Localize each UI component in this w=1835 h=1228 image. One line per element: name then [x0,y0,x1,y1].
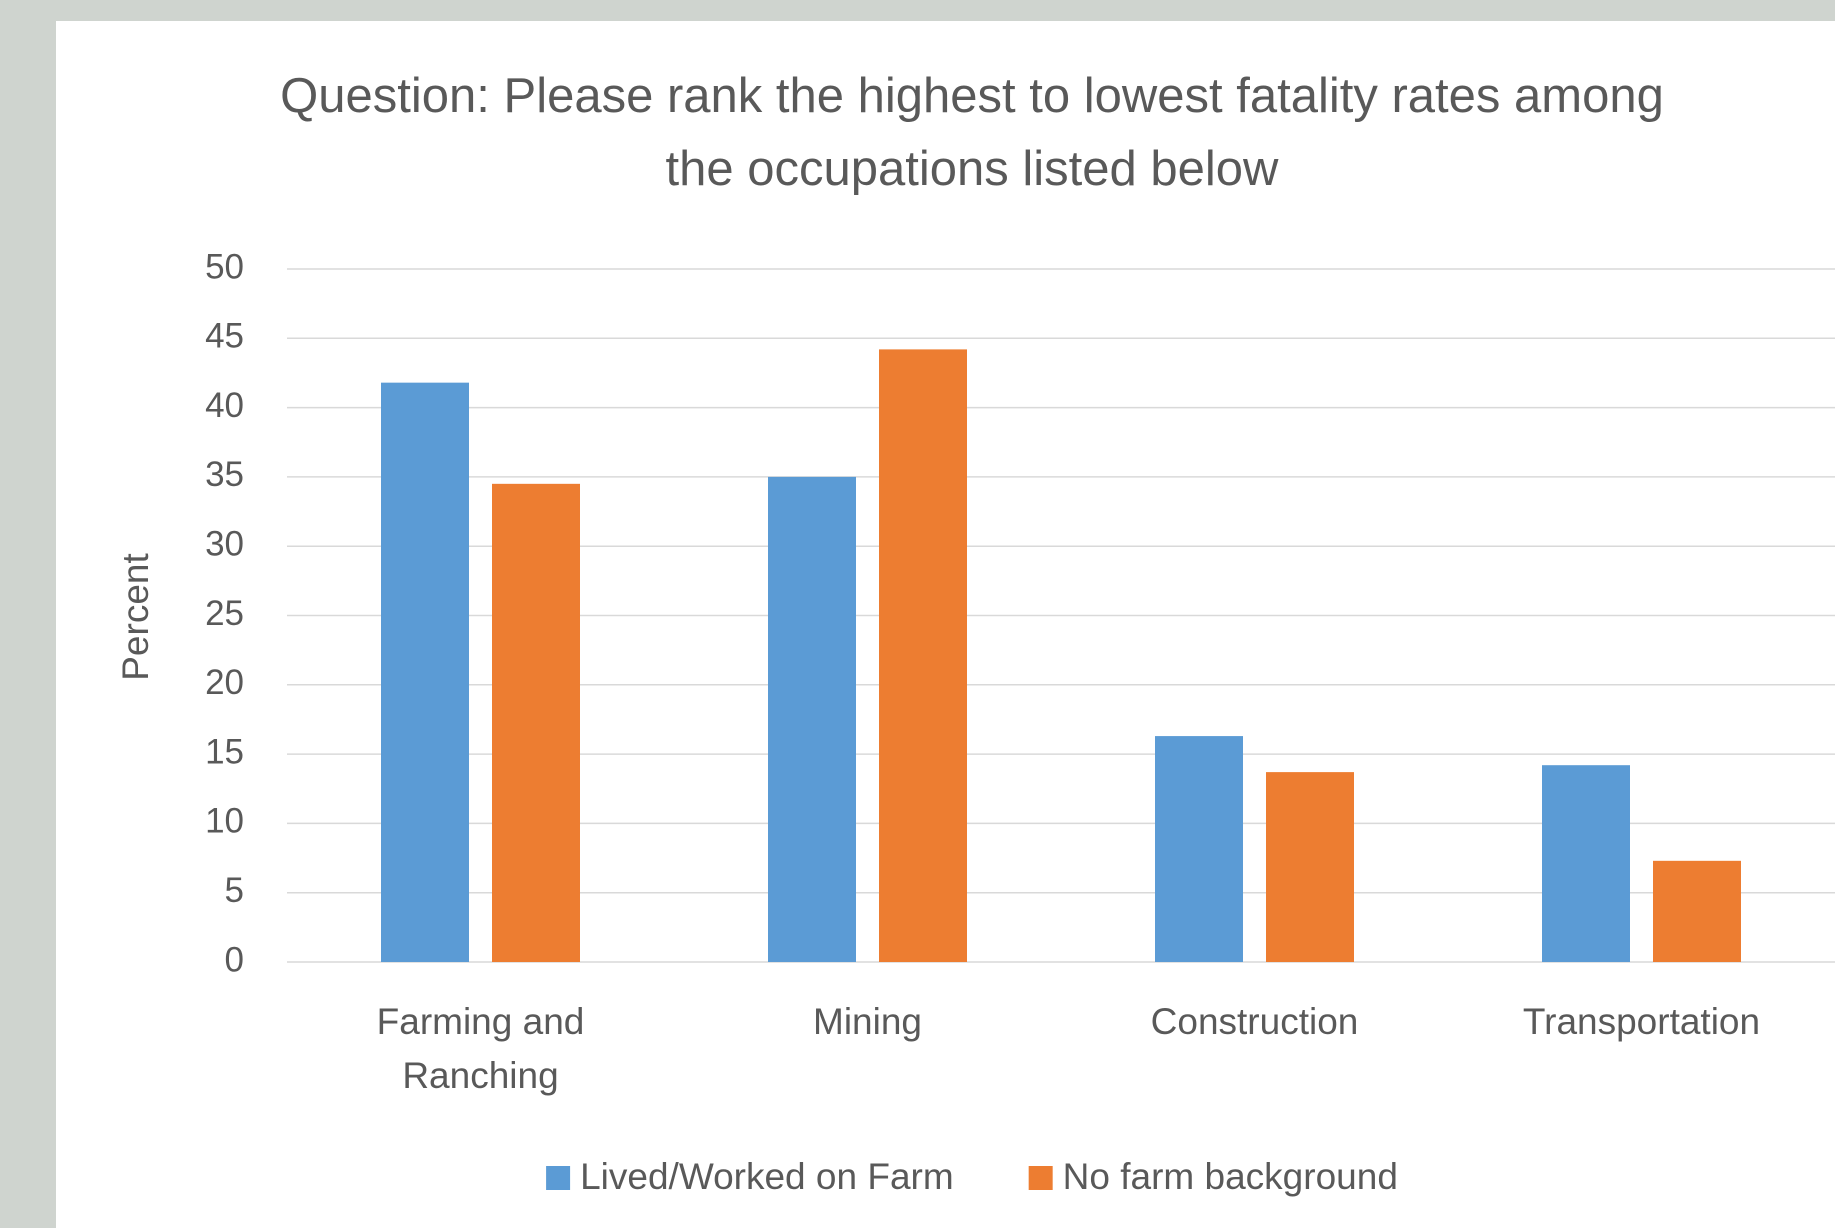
y-tick-label: 50 [205,247,244,286]
y-tick-label: 0 [225,940,244,979]
y-tick-label: 30 [205,524,244,563]
y-tick-label: 35 [205,455,244,494]
x-tick-label: Farming and Ranching [377,1001,585,1096]
y-tick-label: 10 [205,802,244,841]
y-tick-label: 5 [225,871,244,910]
y-tick-label: 20 [205,663,244,702]
bar [1653,860,1741,962]
y-tick-label: 25 [205,594,244,633]
y-tick-label: 40 [205,386,244,425]
y-tick-label: 15 [205,732,244,771]
chart-title: Question: Please rank the highest to low… [280,69,1664,196]
bar [492,483,580,962]
bar [1155,736,1243,962]
y-tick-label: 45 [205,317,244,356]
legend-swatch [1028,1166,1053,1190]
legend-swatch [546,1166,571,1190]
x-tick-label: Mining [813,1001,922,1042]
x-tick-label: Construction [1151,1001,1359,1042]
x-tick-label: Transportation [1523,1001,1760,1042]
y-axis-label: Percent [115,553,156,681]
bar [1266,772,1354,962]
bar [879,349,967,962]
bar [1542,765,1630,962]
legend-label: No farm background [1063,1156,1398,1197]
bar [381,382,469,963]
legend-label: Lived/Worked on Farm [580,1156,954,1197]
bar [768,476,856,962]
